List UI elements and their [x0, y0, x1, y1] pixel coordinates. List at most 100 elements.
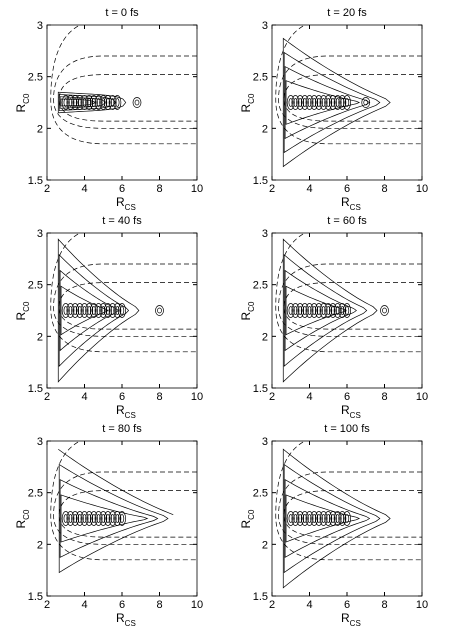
- density-contour: [324, 511, 333, 526]
- density-contour: [58, 254, 130, 367]
- density-contour: [321, 306, 326, 315]
- density-contour: [333, 303, 342, 318]
- density-contour: [91, 306, 97, 315]
- density-contour: [87, 514, 92, 523]
- x-tick-label: 10: [416, 183, 428, 195]
- potential-contour: [50, 25, 197, 145]
- x-tick-label: 6: [119, 183, 125, 195]
- density-contour: [103, 303, 112, 318]
- density-contour: [307, 98, 312, 107]
- contours: [275, 25, 422, 168]
- x-label-main: R: [116, 611, 125, 625]
- density-contour: [89, 303, 98, 318]
- plot-frame: [46, 24, 198, 181]
- density-contour: [283, 254, 368, 367]
- x-label-sub: CS: [350, 203, 361, 212]
- contours: [50, 441, 197, 574]
- density-contour: [333, 511, 342, 526]
- contours: [275, 233, 422, 383]
- y-tick-label: 3: [37, 228, 43, 240]
- contours: [50, 25, 197, 145]
- density-contour: [330, 514, 336, 523]
- x-tick-label: 6: [119, 599, 125, 611]
- panel-title: t = 20 fs: [327, 7, 367, 19]
- density-contour: [285, 494, 361, 543]
- density-contour: [338, 95, 347, 110]
- plot-frame: [271, 232, 423, 389]
- density-contour: [96, 514, 101, 523]
- density-contour: [119, 306, 125, 315]
- density-contour: [300, 303, 309, 318]
- y-label-main: R: [239, 520, 253, 529]
- density-contour: [310, 303, 319, 318]
- y-tick-label: 2.5: [28, 72, 43, 84]
- density-contour: [363, 99, 369, 106]
- x-label-sub: CS: [350, 411, 361, 420]
- plot-frame: [271, 440, 423, 597]
- density-contour: [72, 514, 78, 523]
- density-contour: [134, 99, 140, 106]
- density-contour: [293, 98, 298, 107]
- density-contour: [324, 95, 333, 110]
- density-contour: [307, 306, 312, 315]
- density-contour: [58, 463, 169, 574]
- y-label-sub: C0: [22, 93, 31, 104]
- y-tick-label: 2.5: [253, 488, 268, 500]
- density-contour: [312, 514, 317, 523]
- density-contour: [380, 305, 389, 316]
- x-tick-label: 2: [44, 599, 50, 611]
- y-label-sub: C0: [22, 301, 31, 312]
- density-contour: [113, 95, 122, 110]
- density-contour: [58, 448, 174, 516]
- x-tick-label: 8: [156, 599, 162, 611]
- density-contour: [296, 95, 305, 110]
- density-contour: [118, 303, 126, 318]
- x-label-sub: CS: [125, 411, 136, 420]
- density-contour: [288, 98, 293, 107]
- density-contour: [119, 514, 125, 523]
- density-contour: [113, 303, 122, 318]
- density-contour: [110, 514, 115, 523]
- density-contour: [108, 511, 117, 526]
- x-tick-label: 2: [269, 599, 275, 611]
- y-label-main: R: [239, 312, 253, 321]
- y-tick-label: 3: [262, 20, 268, 32]
- potential-contour: [283, 490, 422, 538]
- density-contour: [87, 306, 92, 315]
- y-label-main: R: [14, 520, 28, 529]
- y-tick-label: 2.5: [28, 280, 43, 292]
- density-contour: [96, 98, 101, 107]
- density-contour: [82, 306, 87, 315]
- density-contour: [291, 95, 300, 110]
- density-contour: [282, 37, 391, 168]
- panel-title: t = 40 fs: [102, 215, 142, 227]
- density-contour: [302, 98, 307, 107]
- y-tick-label: 2: [37, 539, 43, 551]
- density-contour: [61, 511, 70, 526]
- density-contour: [340, 514, 345, 523]
- density-contour: [297, 98, 303, 107]
- density-contour: [343, 303, 351, 318]
- density-contour: [77, 514, 82, 523]
- potential-contour: [58, 282, 197, 330]
- x-label-main: R: [341, 195, 350, 209]
- potential-contour: [278, 471, 422, 545]
- density-contour: [307, 514, 312, 523]
- density-contour: [103, 511, 112, 526]
- y-tick-label: 1.5: [28, 591, 43, 603]
- density-contour: [291, 303, 300, 318]
- density-contour: [328, 511, 337, 526]
- density-contour: [300, 95, 309, 110]
- density-contour: [57, 238, 140, 383]
- density-contour: [72, 306, 78, 315]
- x-axis-label: RCS: [341, 195, 361, 212]
- x-axis-label: RCS: [116, 195, 136, 212]
- x-tick-label: 4: [306, 183, 312, 195]
- y-label-sub: C0: [247, 509, 256, 520]
- density-contour: [286, 511, 295, 526]
- x-tick-label: 4: [81, 183, 87, 195]
- density-contour: [80, 95, 89, 110]
- potential-contour: [53, 55, 197, 129]
- y-label-sub: C0: [247, 93, 256, 104]
